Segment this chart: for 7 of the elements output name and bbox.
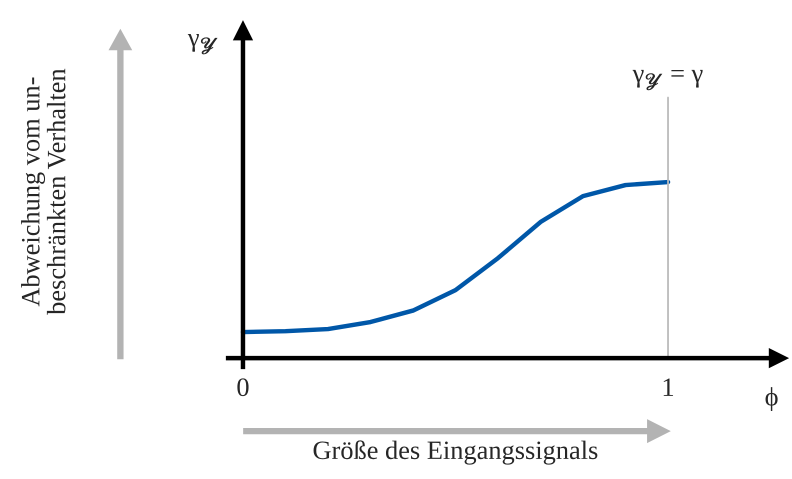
text: Abweichung vom un- beschränkten Verhalten <box>21 68 66 315</box>
text: Größe des Eingangssignals <box>314 440 598 465</box>
x-tick-label: 1 <box>664 378 674 396</box>
ref-line-label: γ$_{𝓨}$ = γ <box>632 70 703 90</box>
x-tick-label: 0 <box>237 378 249 396</box>
y-axis-title: γ$_{𝓨}$ <box>188 34 218 54</box>
x-axis-title: ϕ <box>766 387 778 412</box>
